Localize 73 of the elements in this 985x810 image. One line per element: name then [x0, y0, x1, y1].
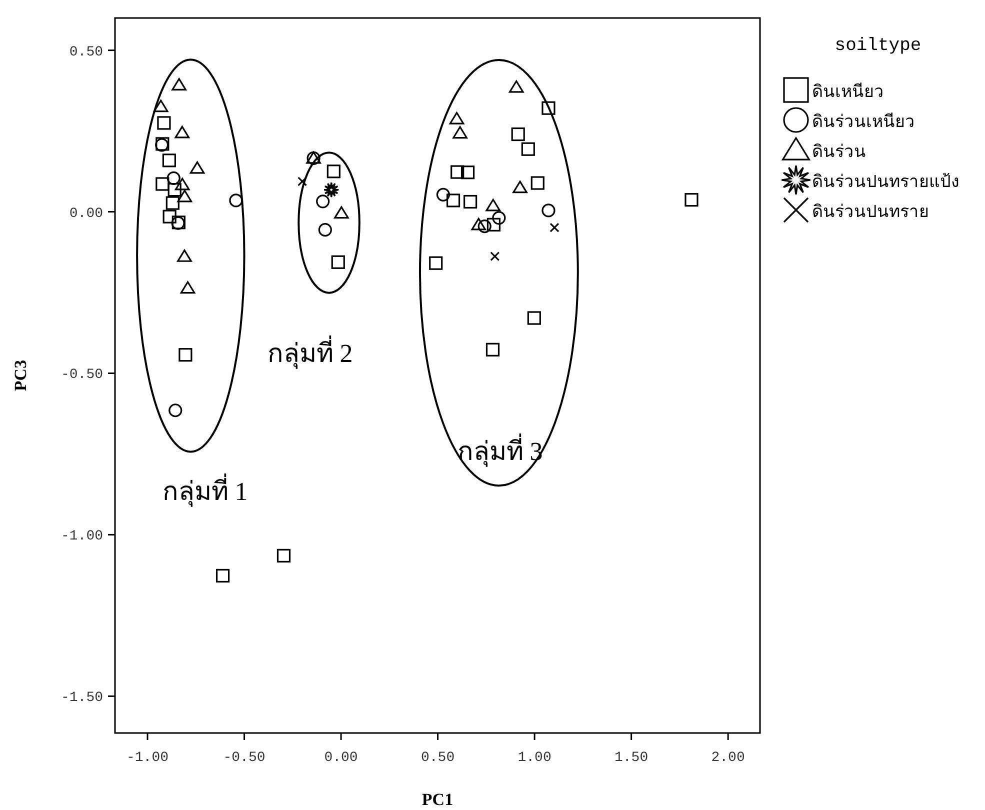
point — [168, 183, 182, 197]
y-tick-label: -1.50 — [60, 690, 103, 706]
legend-label: ดินเหนียว — [812, 82, 884, 101]
point — [162, 154, 176, 168]
point — [486, 198, 501, 212]
point — [174, 178, 190, 190]
x-tick-label: -1.00 — [126, 750, 169, 766]
point — [168, 404, 182, 418]
y-tick-label: 0.50 — [69, 44, 103, 60]
legend-label: ดินร่วนเหนียว — [812, 112, 915, 131]
point — [464, 194, 478, 209]
point — [153, 100, 168, 112]
point — [318, 223, 332, 237]
point — [460, 166, 475, 180]
annotation: กลุ่มที่ 2 — [267, 335, 353, 369]
point — [178, 348, 192, 362]
y-tick-label: -0.50 — [60, 367, 103, 384]
point — [542, 101, 556, 115]
point — [331, 255, 345, 269]
legend-label: ดินร่วนปนทราย — [812, 202, 929, 221]
legend-title: soiltype — [834, 36, 922, 56]
point — [471, 218, 486, 230]
point — [511, 127, 525, 142]
point — [177, 250, 192, 262]
point — [478, 220, 492, 234]
point — [490, 252, 500, 262]
legend-label: ดินร่วนปนทรายแป้ง — [812, 172, 959, 191]
x-tick-label: -0.50 — [223, 750, 266, 766]
x-tick-label: 1.00 — [518, 750, 552, 766]
point — [334, 206, 349, 219]
point — [527, 311, 541, 325]
point — [157, 116, 171, 130]
point — [162, 210, 176, 224]
point — [316, 194, 330, 208]
point — [166, 196, 180, 210]
point — [450, 165, 464, 179]
point — [180, 281, 196, 294]
legend-label: ดินร่วน — [812, 142, 866, 161]
point — [326, 164, 340, 178]
point — [486, 218, 501, 232]
y-tick-label: 0.00 — [69, 206, 103, 222]
x-tick-label: 2.00 — [711, 750, 745, 766]
annotation: กลุ่มที่ 1 — [162, 473, 248, 507]
point — [508, 80, 524, 93]
point — [156, 177, 170, 191]
point — [216, 568, 230, 583]
point — [550, 222, 560, 232]
point — [452, 126, 468, 139]
y-tick-label: -1.00 — [60, 528, 103, 545]
point — [486, 342, 500, 356]
point — [166, 171, 180, 185]
point — [276, 548, 291, 563]
x-tick-label: 0.50 — [420, 750, 455, 766]
point — [512, 180, 528, 194]
point — [190, 161, 205, 174]
point — [684, 193, 698, 207]
point — [449, 112, 464, 124]
point — [298, 176, 308, 186]
x-tick-label: 1.50 — [614, 750, 648, 766]
point — [229, 194, 243, 208]
point — [436, 188, 450, 202]
point — [172, 78, 186, 90]
point — [492, 211, 506, 225]
x-tick-label: 0.00 — [324, 750, 358, 766]
point — [177, 190, 192, 202]
point — [174, 126, 190, 138]
y-axis-title: PC3 — [11, 360, 30, 392]
point — [446, 194, 460, 208]
x-axis-title: PC1 — [422, 790, 454, 809]
point — [530, 176, 544, 190]
point — [542, 204, 556, 218]
point — [429, 256, 443, 270]
point — [521, 142, 535, 156]
